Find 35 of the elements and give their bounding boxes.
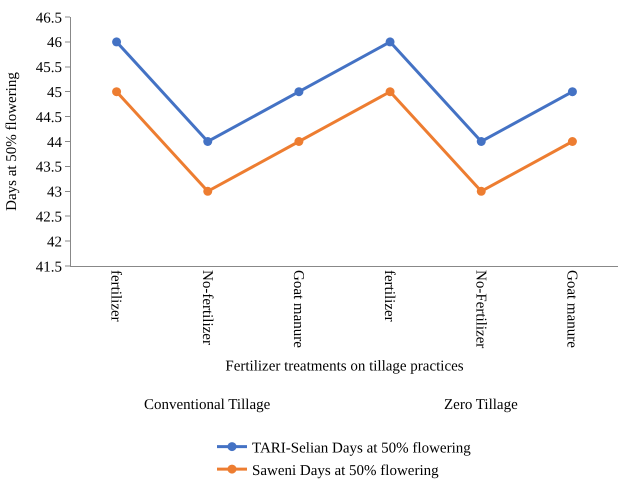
point bbox=[476, 186, 486, 196]
y-tick-label: 46.5 bbox=[36, 10, 62, 26]
y-tick-label: 41.5 bbox=[36, 259, 62, 276]
point bbox=[112, 37, 122, 46]
point bbox=[294, 87, 304, 96]
text: Zero Tillage bbox=[444, 397, 518, 413]
point bbox=[386, 87, 395, 96]
point bbox=[203, 186, 212, 196]
point bbox=[476, 137, 486, 146]
legend-label: Saweni Days at 50% flowering bbox=[252, 462, 440, 479]
x-tick-label: No-fertilizer bbox=[198, 270, 215, 345]
y-tick-label: 46 bbox=[47, 35, 62, 52]
x-axis-title: Fertilizer treatments on tillage practices bbox=[225, 358, 464, 374]
x-tick-label: fertilizer bbox=[381, 270, 398, 322]
legend-label: TARI-Selian Days at 50% flowering bbox=[252, 440, 472, 456]
y-tick-label: 42.5 bbox=[36, 209, 62, 226]
y-tick-label: 45.5 bbox=[36, 60, 62, 76]
point bbox=[294, 137, 304, 146]
y-tick-label: 43 bbox=[47, 184, 62, 201]
point bbox=[386, 37, 395, 46]
y-tick-label: 44 bbox=[47, 134, 62, 151]
text: Conventional Tillage bbox=[144, 397, 271, 413]
point bbox=[203, 137, 212, 146]
x-tick-label: Goat manure bbox=[564, 270, 580, 348]
point bbox=[112, 87, 122, 96]
y-axis-title: Days at 50% flowering bbox=[4, 72, 20, 211]
point bbox=[568, 87, 577, 96]
y-tick-label: 43.5 bbox=[36, 160, 62, 176]
y-tick-label: 44.5 bbox=[36, 110, 62, 126]
y-tick-label: 45 bbox=[47, 84, 62, 101]
point bbox=[568, 137, 577, 146]
x-tick-label: Goat manure bbox=[290, 270, 306, 348]
x-tick-label: fertilizer bbox=[108, 270, 124, 322]
y-tick-label: 42 bbox=[47, 234, 62, 250]
x-tick-label: No-Fertilizer bbox=[472, 270, 488, 348]
